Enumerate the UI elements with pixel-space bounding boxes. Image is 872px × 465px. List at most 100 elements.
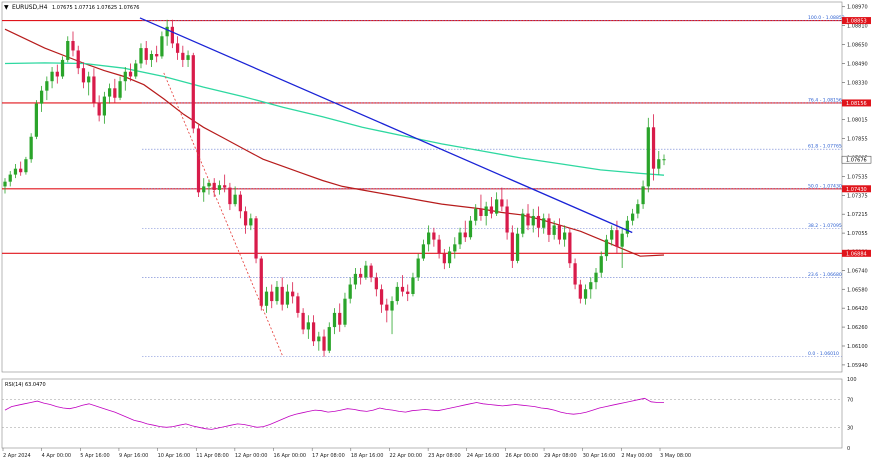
- price-tick-label-12: 1.07055: [847, 231, 868, 237]
- fib-label-4: 38.2 - 1.07095: [808, 223, 842, 229]
- candle-body-86: [453, 244, 457, 252]
- candle-body-93: [489, 206, 494, 214]
- time-tick-label-11: 23 Apr 08:00: [428, 453, 461, 459]
- candle-body-58: [306, 322, 310, 330]
- candle-body-53: [280, 286, 284, 305]
- candle-body-3: [19, 168, 23, 173]
- candle-body-50: [264, 291, 269, 306]
- time-tick-label-16: 2 May 00:00: [621, 453, 652, 459]
- candle-body-51: [270, 291, 274, 302]
- rsi-tick-1: 70: [847, 398, 853, 404]
- candle-body-49: [259, 258, 263, 306]
- price-label-bg-4: [842, 249, 871, 257]
- ohlc-label: 1.07675 1.07716 1.07625 1.07676: [52, 5, 139, 11]
- candle-body-106: [557, 225, 562, 240]
- time-tick-label-2: 5 Apr 16:00: [80, 453, 109, 459]
- candle-body-107: [563, 232, 567, 240]
- candle-body-84: [442, 253, 446, 264]
- candle-body-9: [50, 71, 54, 82]
- candle-body-16: [87, 76, 91, 83]
- candle-body-100: [526, 213, 530, 226]
- price-label-0: 1.08853: [846, 19, 867, 25]
- candle-body-98: [515, 233, 520, 261]
- candle-body-27: [144, 48, 148, 60]
- time-tick-label-13: 26 Apr 00:00: [505, 453, 538, 459]
- time-tick-label-8: 17 Apr 08:00: [312, 453, 345, 459]
- candle-body-83: [437, 239, 441, 254]
- candle-body-45: [238, 194, 242, 212]
- candle-body-105: [552, 225, 556, 235]
- price-label-bg-1: [842, 99, 871, 107]
- candle-body-41: [217, 185, 222, 190]
- price-tick-label-4: 1.08330: [847, 80, 868, 86]
- price-label-2: 1.07676: [846, 158, 867, 164]
- candle-body-87: [458, 232, 462, 245]
- fib-label-0: 100.0 - 1.08853: [808, 15, 845, 21]
- symbol-arrow: ▼: [4, 4, 9, 11]
- candle-body-42: [223, 185, 227, 188]
- candle-body-8: [45, 81, 49, 91]
- candle-body-82: [432, 232, 436, 240]
- candlesticks: [3, 19, 666, 357]
- rsi-tick-0: 100: [847, 377, 857, 383]
- candle-body-54: [285, 291, 290, 305]
- candle-body-26: [139, 48, 143, 64]
- candle-body-19: [102, 96, 106, 116]
- trend-lines: [139, 17, 633, 357]
- candle-body-73: [385, 304, 389, 311]
- candle-body-56: [296, 296, 300, 313]
- price-tick-label-14: 1.06740: [847, 268, 868, 274]
- rsi-panel: 100 70 30 0 RSI(14) 63.0470: [1, 377, 857, 452]
- fib-label-2: 61.8 - 1.07765: [808, 144, 842, 150]
- candle-body-72: [379, 289, 384, 305]
- candle-body-121: [636, 204, 640, 214]
- price-tick-label-11: 1.07215: [847, 212, 868, 218]
- candle-body-52: [275, 286, 279, 302]
- candle-body-47: [249, 218, 253, 226]
- candle-body-123: [646, 127, 650, 187]
- candle-body-28: [149, 54, 154, 60]
- price-axis: 1.08970 1.08810 1.08650 1.08490 1.08330 1.081…: [841, 5, 872, 369]
- fib-label-3: 50.0 - 1.07430: [808, 183, 842, 189]
- rsi-tick-2: 30: [847, 425, 853, 431]
- candle-body-102: [536, 215, 541, 228]
- candle-body-43: [228, 187, 232, 205]
- candle-body-66: [348, 284, 352, 299]
- candle-body-126: [662, 159, 666, 161]
- candle-body-94: [495, 199, 499, 214]
- fib-label-1: 76.4 - 1.08156: [808, 97, 842, 103]
- price-tick-label-7: 1.07855: [847, 137, 868, 143]
- candle-body-75: [395, 286, 399, 302]
- candle-body-90: [474, 208, 478, 221]
- candle-body-36: [191, 55, 195, 129]
- time-tick-label-9: 18 Apr 16:00: [351, 453, 384, 459]
- candle-body-85: [447, 251, 452, 264]
- candle-body-11: [60, 59, 65, 77]
- candle-body-77: [406, 291, 410, 294]
- candle-body-95: [500, 199, 504, 207]
- candle-body-65: [343, 298, 347, 325]
- price-tick-label-17: 1.06260: [847, 325, 868, 331]
- time-tick-label-6: 12 Apr 00:00: [235, 453, 268, 459]
- candle-body-46: [243, 211, 248, 226]
- candle-body-30: [160, 36, 164, 57]
- candle-body-18: [97, 102, 101, 116]
- candle-body-13: [71, 41, 75, 51]
- price-tick-label-2: 1.08650: [847, 43, 868, 49]
- blue-trendline: [139, 17, 633, 234]
- candle-body-96: [505, 206, 509, 233]
- candle-body-20: [107, 88, 112, 97]
- candle-body-14: [76, 50, 80, 69]
- candle-body-44: [233, 194, 237, 205]
- candle-body-78: [411, 277, 415, 294]
- candle-body-119: [625, 220, 630, 234]
- candle-body-61: [322, 336, 326, 351]
- price-tick-label-19: 1.05940: [847, 363, 868, 369]
- candle-body-111: [583, 289, 588, 299]
- price-label-bg-2: [841, 155, 872, 164]
- candle-body-97: [510, 232, 514, 261]
- rsi-title: RSI(14) 63.0470: [5, 382, 46, 388]
- candle-body-112: [589, 282, 593, 290]
